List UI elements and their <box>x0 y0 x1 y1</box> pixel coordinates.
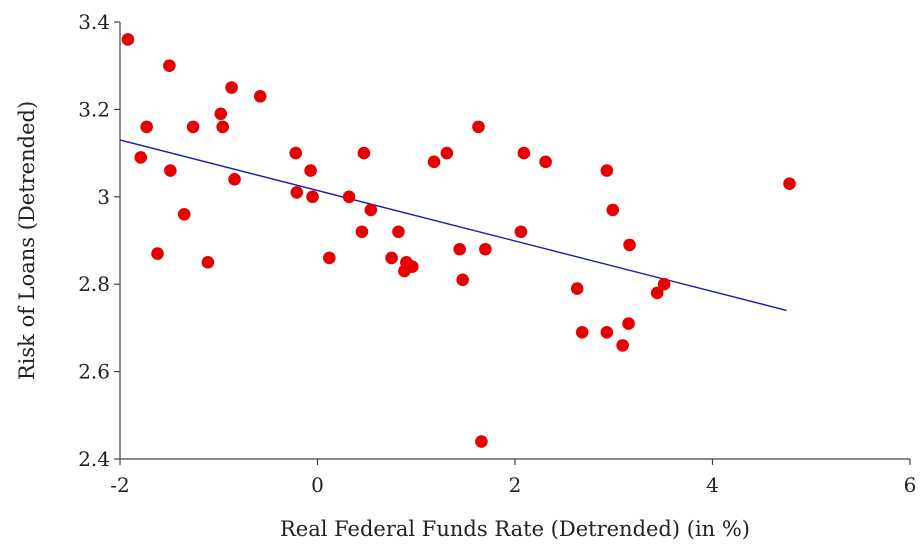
data-point <box>600 164 614 177</box>
data-point <box>225 81 238 94</box>
data-point <box>163 59 176 72</box>
y-tick-label: 3 <box>97 185 110 209</box>
data-point <box>392 225 405 239</box>
data-point <box>570 282 584 295</box>
data-point <box>186 120 200 134</box>
data-point <box>304 164 317 177</box>
data-point <box>323 251 336 265</box>
data-point <box>151 247 164 260</box>
trend-line <box>119 139 787 312</box>
data-point <box>623 238 636 252</box>
data-point <box>364 203 378 217</box>
data-point <box>201 256 215 269</box>
data-point <box>606 203 620 217</box>
data-point <box>427 155 441 169</box>
data-point <box>616 339 629 352</box>
data-point <box>228 173 241 186</box>
data-point <box>517 146 531 160</box>
data-point <box>357 146 371 160</box>
x-tick-label: 2 <box>509 473 522 497</box>
data-point <box>342 190 356 204</box>
data-point <box>398 264 411 278</box>
y-tick-label: 2.6 <box>78 360 110 384</box>
trendline-layer <box>119 139 787 312</box>
x-axis-title: Real Federal Funds Rate (Detrended) (in … <box>280 517 750 541</box>
data-point <box>657 277 671 291</box>
data-point <box>134 151 148 164</box>
x-tick-label: 4 <box>706 473 719 497</box>
data-point <box>289 146 303 160</box>
data-point <box>140 120 153 134</box>
data-point <box>453 242 467 256</box>
x-tick-label: 0 <box>311 473 324 497</box>
data-point <box>355 225 369 239</box>
data-point <box>290 186 304 199</box>
data-point <box>622 317 635 330</box>
points-layer <box>121 33 796 448</box>
data-point <box>177 207 191 221</box>
data-point <box>600 325 614 339</box>
data-point <box>306 190 319 204</box>
data-point <box>539 155 552 169</box>
y-tick-label: 2.4 <box>78 447 110 471</box>
y-tick-label: 2.8 <box>78 272 110 296</box>
data-point <box>472 120 485 134</box>
data-point <box>514 225 528 239</box>
data-point <box>575 325 589 339</box>
data-point <box>783 177 796 190</box>
data-point <box>164 164 177 177</box>
data-point <box>475 435 488 448</box>
y-axis-title: Risk of Loans (Detrended) <box>15 101 39 380</box>
data-point <box>456 273 469 287</box>
x-tick-label: 6 <box>904 473 917 497</box>
axes: 2.4 2.6 2.8 3 3.2 3.4 -2 0 2 4 6 <box>78 10 916 497</box>
data-point <box>216 120 229 134</box>
data-point <box>214 107 228 121</box>
data-point <box>253 89 267 103</box>
data-point <box>121 33 135 46</box>
data-point <box>479 242 492 256</box>
data-point <box>385 251 398 265</box>
data-point <box>440 146 454 160</box>
data-point <box>650 286 664 300</box>
y-tick-label: 3.4 <box>78 10 110 34</box>
x-tick-label: -2 <box>110 473 129 497</box>
y-tick-label: 3.2 <box>78 97 110 121</box>
